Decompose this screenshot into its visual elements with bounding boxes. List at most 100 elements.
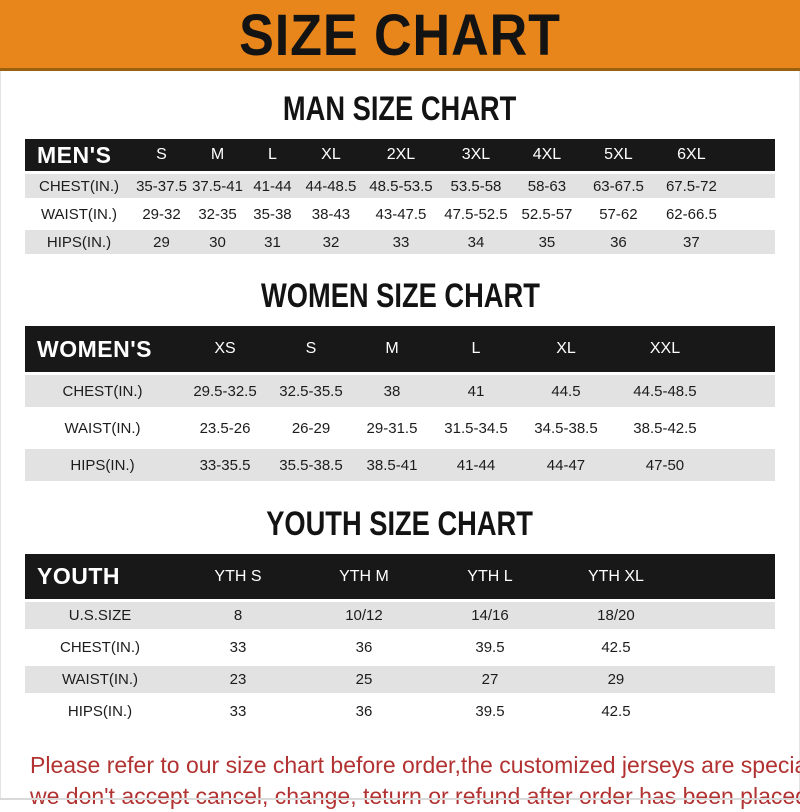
men-size-table: MEN'S S M L XL 2XL 3XL 4XL 5XL 6XL CHEST(IN.) 35-37… xyxy=(25,139,775,258)
cell-value: 31.5-34.5 xyxy=(432,412,520,449)
cell-value: 37 xyxy=(654,230,728,258)
row-label: HIPS(IN.) xyxy=(25,449,181,486)
row-label: CHEST(IN.) xyxy=(25,174,134,202)
cell-value: 33 xyxy=(361,230,440,258)
table-row: HIPS(IN.) 33-35.5 35.5-38.5 38.5-41 41-44 44-… xyxy=(25,449,775,486)
cell-value: 32.5-35.5 xyxy=(270,375,352,412)
table-row: HIPS(IN.) 33 36 39.5 42.5 xyxy=(25,698,775,730)
cell-value: 30 xyxy=(190,230,245,258)
header-filler xyxy=(717,326,775,375)
column-header: XS xyxy=(180,326,271,375)
row-filler xyxy=(727,202,775,230)
footer-note-line-2: we don't accept cancel, change, teturn o… xyxy=(30,783,800,809)
table-row: CHEST(IN.) 29.5-32.5 32.5-35.5 38 41 44.5 44.5… xyxy=(25,375,775,412)
column-header: M xyxy=(351,326,432,375)
cell-value: 37.5-41 xyxy=(190,174,245,202)
header-filler xyxy=(678,554,775,602)
cell-value: 52.5-57 xyxy=(511,202,582,230)
cell-value: 35-37.5 xyxy=(133,174,191,202)
cell-value: 26-29 xyxy=(270,412,352,449)
bottom-divider xyxy=(0,798,800,800)
cell-value: 36 xyxy=(300,698,427,730)
cell-value: 53.5-58 xyxy=(439,174,512,202)
column-header: S xyxy=(270,326,352,375)
cell-value: 35 xyxy=(511,230,582,258)
cell-value: 44-48.5 xyxy=(299,174,362,202)
cell-value: 58-63 xyxy=(511,174,582,202)
cell-value: 29-31.5 xyxy=(351,412,432,449)
banner-title: SIZE CHART xyxy=(239,0,561,68)
youth-section-heading: YOUTH SIZE CHART xyxy=(0,504,800,543)
cell-value: 36 xyxy=(581,230,655,258)
row-label: HIPS(IN.) xyxy=(25,230,134,258)
column-header: L xyxy=(432,326,520,375)
column-header: 5XL xyxy=(581,139,655,174)
women-section-heading: WOMEN SIZE CHART xyxy=(0,276,800,315)
size-chart-banner: SIZE CHART xyxy=(0,0,800,71)
cell-value: 38-43 xyxy=(299,202,362,230)
table-header-row: YOUTH YTH S YTH M YTH L YTH XL xyxy=(25,554,775,602)
column-header: XL xyxy=(519,326,612,375)
row-label: WAIST(IN.) xyxy=(25,666,175,698)
header-filler xyxy=(727,139,775,174)
column-header: L xyxy=(244,139,300,174)
footer-note: Please refer to our size chart before or… xyxy=(0,750,800,812)
cell-value: 36 xyxy=(300,634,427,666)
cell-value: 18/20 xyxy=(552,602,679,634)
column-header: 6XL xyxy=(654,139,728,174)
men-section-heading: MAN SIZE CHART xyxy=(0,89,800,128)
cell-value: 62-66.5 xyxy=(654,202,728,230)
row-filler xyxy=(678,602,775,634)
table-header-row: WOMEN'S XS S M L XL XXL xyxy=(25,326,775,375)
column-header: YTH S xyxy=(175,554,301,602)
table-row: WAIST(IN.) 29-32 32-35 35-38 38-43 43-47.5 47.… xyxy=(25,202,775,230)
row-filler xyxy=(727,230,775,258)
table-corner-label: YOUTH xyxy=(25,554,175,602)
row-filler xyxy=(678,634,775,666)
row-filler xyxy=(717,375,775,412)
cell-value: 33-35.5 xyxy=(180,449,271,486)
cell-value: 39.5 xyxy=(426,698,553,730)
row-filler xyxy=(678,666,775,698)
row-filler xyxy=(717,449,775,486)
row-label: CHEST(IN.) xyxy=(25,634,175,666)
cell-value: 39.5 xyxy=(426,634,553,666)
table-corner-label: MEN'S xyxy=(25,139,134,174)
row-label: HIPS(IN.) xyxy=(25,698,175,730)
table-row: WAIST(IN.) 23.5-26 26-29 29-31.5 31.5-34.5 34… xyxy=(25,412,775,449)
cell-value: 8 xyxy=(175,602,301,634)
column-header: YTH M xyxy=(300,554,427,602)
table-corner-label: WOMEN'S xyxy=(25,326,181,375)
table-row: U.S.SIZE 8 10/12 14/16 18/20 xyxy=(25,602,775,634)
table-header-row: MEN'S S M L XL 2XL 3XL 4XL 5XL 6XL xyxy=(25,139,775,174)
cell-value: 29 xyxy=(552,666,679,698)
cell-value: 27 xyxy=(426,666,553,698)
cell-value: 29.5-32.5 xyxy=(180,375,271,412)
women-size-table: WOMEN'S XS S M L XL XXL CHEST(IN.) 29.5-32.5 32.5… xyxy=(25,326,775,486)
cell-value: 23.5-26 xyxy=(180,412,271,449)
cell-value: 38 xyxy=(351,375,432,412)
cell-value: 57-62 xyxy=(581,202,655,230)
cell-value: 23 xyxy=(175,666,301,698)
cell-value: 35-38 xyxy=(244,202,300,230)
women-section-heading-text: WOMEN SIZE CHART xyxy=(260,276,540,315)
cell-value: 41 xyxy=(432,375,520,412)
cell-value: 38.5-42.5 xyxy=(611,412,718,449)
column-header: 2XL xyxy=(361,139,440,174)
table-row: WAIST(IN.) 23 25 27 29 xyxy=(25,666,775,698)
cell-value: 47.5-52.5 xyxy=(439,202,512,230)
cell-value: 41-44 xyxy=(432,449,520,486)
cell-value: 44.5-48.5 xyxy=(611,375,718,412)
youth-section-heading-text: YOUTH SIZE CHART xyxy=(266,504,534,543)
cell-value: 33 xyxy=(175,634,301,666)
cell-value: 14/16 xyxy=(426,602,553,634)
table-row: HIPS(IN.) 29 30 31 32 33 34 35 36 37 xyxy=(25,230,775,258)
cell-value: 38.5-41 xyxy=(351,449,432,486)
cell-value: 35.5-38.5 xyxy=(270,449,352,486)
column-header: 3XL xyxy=(439,139,512,174)
cell-value: 41-44 xyxy=(244,174,300,202)
row-filler xyxy=(678,698,775,730)
cell-value: 44.5 xyxy=(519,375,612,412)
row-label: WAIST(IN.) xyxy=(25,412,181,449)
cell-value: 47-50 xyxy=(611,449,718,486)
